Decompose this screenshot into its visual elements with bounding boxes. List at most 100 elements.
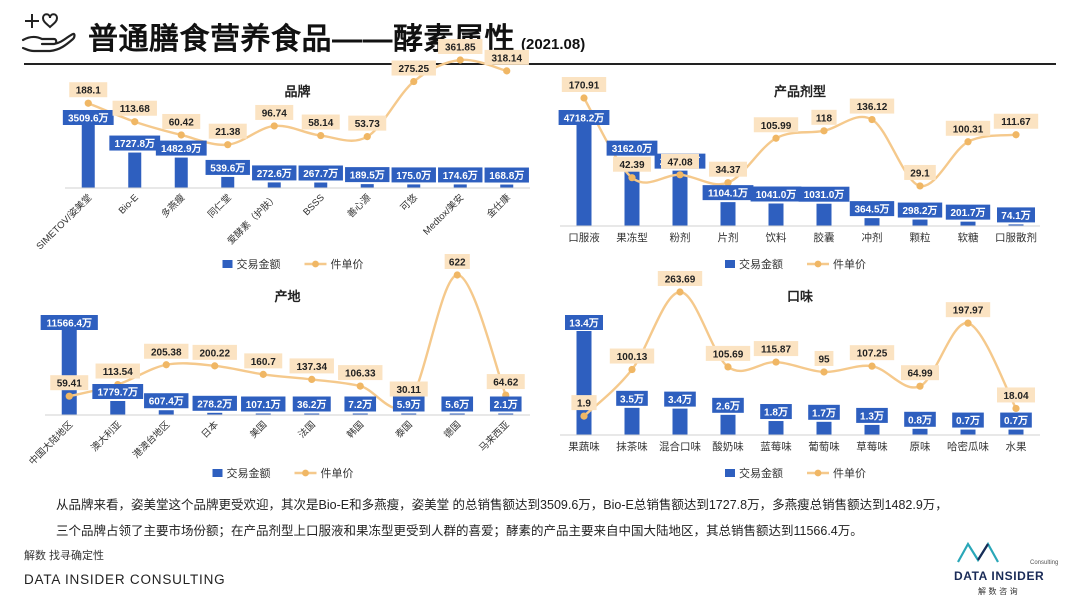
line-value-label: 105.69 [713,349,744,360]
logo-cn: 解 数 咨 询 [978,586,1018,596]
line-value-label-bg [657,271,703,286]
x-tick-label: 中国大陆地区 [27,418,76,467]
line-value-label: 188.1 [76,86,101,97]
bar [314,182,328,188]
chart-title: 口味 [787,289,813,304]
line-value-label-bg [444,254,470,269]
legend-bar-swatch [212,469,223,477]
bar-value-label-bg [606,140,658,156]
line-value-label: 53.73 [355,119,380,130]
bar-value-label-bg [62,110,114,125]
x-tick-label: 片剂 [718,231,739,244]
line-value-label-bg [391,60,436,76]
x-tick-label: Bio-E [117,192,141,216]
bar-value-label: 272.6万 [257,168,292,180]
bar [1008,429,1024,435]
bar-value-label: 13.4万 [569,318,598,330]
line-value-label-bg [849,345,895,361]
line-value-label-bg [661,153,699,169]
line-point [964,319,972,327]
bar-value-label-bg [438,167,483,183]
line-value-label: 100.31 [953,124,984,135]
header-divider [24,63,1056,65]
tick-group: 口服液 果冻型 粉剂 片剂 饮料 胶囊 冲剂 颗粒 软糖 口服散剂 [568,231,1037,244]
x-tick-label: 同仁堂 [205,192,234,221]
x-tick-label: 美国 [247,419,269,441]
chart-title: 产品剂型 [774,84,826,99]
logo-name: DATA INSIDER [954,569,1044,583]
bar-value-label: 2.6万 [716,400,740,412]
legend-line-label: 件单价 [321,467,354,480]
x-tick-label: 混合口味 [659,440,701,453]
line-point [211,362,219,370]
bar-value-label-bg [750,186,802,202]
bar [912,219,928,226]
line-point [868,362,876,370]
line-value-label-bg [162,113,201,129]
bar-value-label-bg [664,391,696,407]
line-value-label-bg [904,164,936,180]
x-tick-label: 软糖 [958,231,979,244]
line-value-label-bg [348,115,387,131]
x-tick-label: 澳大利亚 [89,418,125,454]
chart-flavor: 口味 13.4万 3.5万 3.4万 2.6万 1.8万 1.7万 1.3万 0.8万 0.7万 0… [560,271,1040,480]
x-tick-label: 口服散剂 [995,231,1037,244]
x-tick-label: BSSS [301,192,327,218]
line-point [65,392,73,400]
line-value-label-bg [753,117,799,133]
line-value-label-bg [50,375,89,391]
bar [816,421,832,435]
bar [672,170,688,226]
bar-value-label: 1482.9万 [161,143,202,155]
bar-value-label: 189.5万 [350,170,385,182]
bar-value-label-bg [155,140,207,156]
bar-value-label-bg [856,407,888,423]
x-tick-label: 葡萄味 [808,440,840,453]
line-point [676,288,684,296]
line-value-label-bg [613,156,651,172]
bar [768,203,784,226]
legend-line-marker [312,260,319,268]
logo-consulting: Consulting [1030,560,1058,566]
line-value-label-bg [945,120,991,136]
page-header: 普通膳食营养食品——酵素属性 (2021.08) [0,0,1080,66]
x-tick-label: 抹茶味 [616,440,648,453]
line-value-label: 275.25 [398,64,429,75]
x-tick-label: 蓝莓味 [760,441,792,453]
x-tick-label: 原味 [910,441,931,453]
line-group [580,288,1020,420]
bar-value-label: 267.7万 [303,168,338,180]
x-tick-label: Medtox/美安 [421,192,467,238]
bar [720,414,736,435]
summary-line-1: 从品牌来看，姿美堂这个品牌更受欢迎，其次是Bio-E和多燕瘦，姿美堂 的总销售额… [56,498,948,512]
bar-value-label-bg [904,411,936,427]
bar [1008,224,1024,226]
bar-value-label-bg [760,404,792,420]
footer-company: DATA INSIDER CONSULTING [24,572,226,587]
line-point [964,138,972,146]
label-group: 3509.6万 1727.8万 1482.9万 539.6万 272.6万 267.7万 1… [62,39,529,183]
bar [61,324,77,415]
line-value-label: 137.34 [296,362,327,373]
x-tick-label: 草莓味 [856,441,888,453]
line-point [820,127,828,135]
line-point [270,122,278,130]
bar-value-label-bg [484,167,529,183]
page-title-date: (2021.08) [521,36,586,53]
x-tick-label: 冲剂 [862,231,883,244]
legend-line-marker [302,469,309,477]
line-value-label-bg [338,365,383,381]
line-value-label: 361.85 [445,43,476,54]
line-value-label-bg [69,82,108,98]
bar [221,176,235,188]
bar [864,218,880,226]
chart-title: 产地 [274,289,300,304]
bar-value-label: 0.7万 [1004,415,1028,427]
x-tick-label: 日本 [199,418,221,440]
line-point [410,77,418,86]
line-point [317,131,325,140]
bar-value-label-bg [392,396,425,412]
line-value-label: 205.38 [151,347,182,358]
line-point [772,358,780,366]
bar [352,413,368,415]
